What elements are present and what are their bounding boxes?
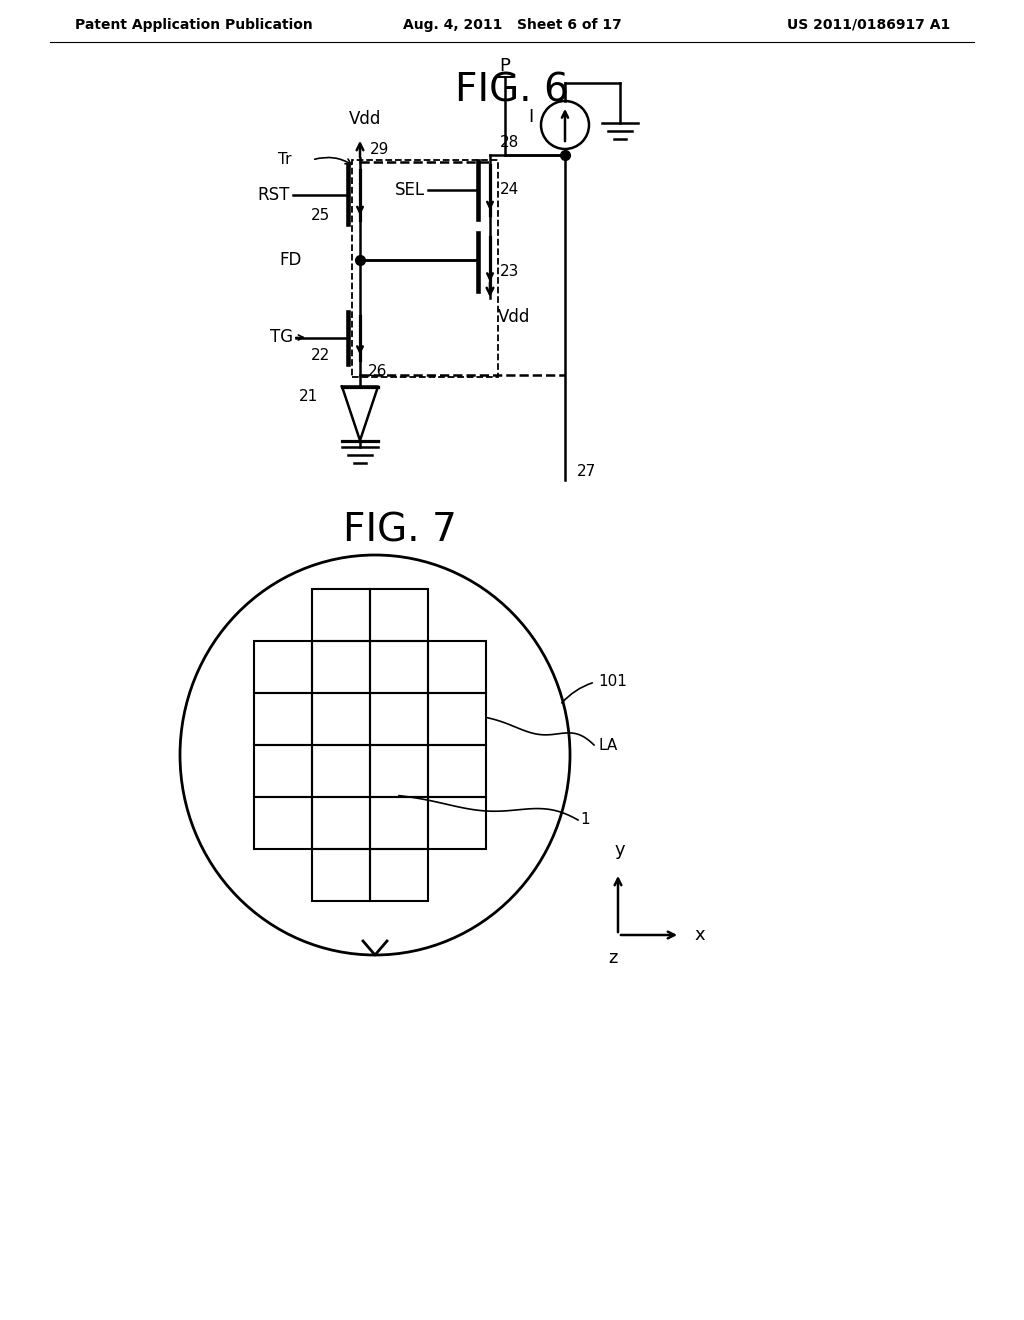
- Text: x: x: [694, 927, 705, 944]
- Bar: [254, 744, 312, 797]
- Text: 28: 28: [500, 135, 519, 150]
- Text: FIG. 6: FIG. 6: [455, 71, 569, 110]
- Bar: [312, 744, 370, 797]
- Text: I: I: [527, 108, 534, 125]
- Text: Vdd: Vdd: [349, 110, 381, 128]
- Text: US 2011/0186917 A1: US 2011/0186917 A1: [786, 18, 950, 32]
- Bar: [428, 642, 486, 693]
- Text: 101: 101: [598, 675, 627, 689]
- Text: SEL: SEL: [395, 181, 425, 199]
- Bar: [312, 589, 370, 642]
- Text: 29: 29: [370, 143, 389, 157]
- Bar: [312, 849, 370, 902]
- Bar: [370, 744, 428, 797]
- Text: Patent Application Publication: Patent Application Publication: [75, 18, 312, 32]
- Bar: [370, 693, 428, 744]
- Text: Aug. 4, 2011   Sheet 6 of 17: Aug. 4, 2011 Sheet 6 of 17: [402, 18, 622, 32]
- Text: 1: 1: [580, 813, 590, 828]
- Text: 24: 24: [500, 182, 519, 198]
- Bar: [370, 849, 428, 902]
- Text: y: y: [614, 841, 626, 859]
- Bar: [370, 642, 428, 693]
- Bar: [428, 797, 486, 849]
- Text: 23: 23: [500, 264, 519, 279]
- Bar: [254, 797, 312, 849]
- Bar: [312, 693, 370, 744]
- Text: 27: 27: [577, 465, 596, 479]
- Text: z: z: [608, 949, 617, 968]
- Bar: [370, 589, 428, 642]
- Text: TG: TG: [270, 329, 293, 346]
- Text: 22: 22: [310, 348, 330, 363]
- Text: Tr: Tr: [279, 153, 292, 168]
- Bar: [428, 744, 486, 797]
- Bar: [312, 642, 370, 693]
- Text: Vdd: Vdd: [498, 308, 530, 326]
- Text: LA: LA: [598, 738, 617, 752]
- Text: 26: 26: [368, 364, 387, 380]
- Text: FIG. 7: FIG. 7: [343, 511, 457, 549]
- Bar: [254, 693, 312, 744]
- Bar: [312, 797, 370, 849]
- Bar: [254, 642, 312, 693]
- Bar: [352, 160, 498, 376]
- Text: P: P: [500, 57, 510, 75]
- Text: RST: RST: [258, 186, 290, 205]
- Text: 25: 25: [310, 207, 330, 223]
- Text: 21: 21: [299, 389, 318, 404]
- Bar: [428, 693, 486, 744]
- Bar: [370, 797, 428, 849]
- Text: FD: FD: [280, 251, 302, 269]
